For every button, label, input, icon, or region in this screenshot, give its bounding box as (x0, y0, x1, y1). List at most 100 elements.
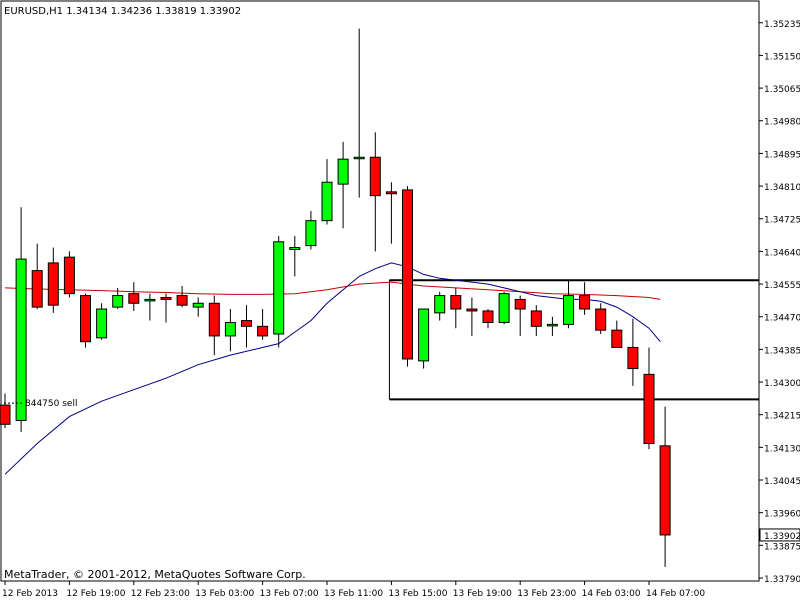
candle (402, 186, 413, 367)
candle-body (337, 158, 349, 185)
annotations: 844750 sell (4, 399, 77, 409)
candle (659, 406, 671, 567)
level-lines (388, 279, 759, 401)
candle-body (176, 295, 188, 306)
candles (0, 28, 671, 567)
candle (289, 236, 301, 277)
candle (208, 295, 220, 356)
candle-body (305, 220, 317, 247)
candle (80, 293, 91, 348)
candle (112, 287, 124, 310)
x-tick-label: 14 Feb 03:00 (582, 589, 641, 599)
y-tick-label: 1.35235 (764, 20, 800, 30)
y-tick-label: 1.34810 (764, 183, 800, 193)
candle (305, 211, 317, 250)
y-tick-label: 1.34895 (764, 150, 800, 160)
candle (466, 297, 478, 336)
candle (385, 182, 397, 244)
candle-body (659, 445, 671, 536)
candle (611, 320, 623, 348)
candle-body (160, 297, 172, 300)
candle (31, 243, 43, 310)
x-tick-label: 14 Feb 07:00 (646, 589, 705, 599)
y-tick-label: 1.33790 (764, 575, 800, 585)
candle (643, 347, 655, 450)
candle-body (224, 321, 236, 337)
candle-body (563, 295, 574, 325)
candle-body (63, 256, 75, 295)
candle-body (369, 156, 381, 197)
x-tick-label: 12 Feb 2013 (2, 589, 58, 599)
x-tick-label: 13 Feb 23:00 (517, 589, 576, 599)
x-tick-label: 13 Feb 11:00 (324, 589, 383, 599)
candle (241, 305, 252, 348)
candle (192, 297, 204, 317)
candle-body (208, 302, 220, 337)
y-tick-label: 1.34640 (764, 248, 800, 258)
candle-body (418, 308, 430, 362)
candle-body (579, 295, 591, 310)
candle (450, 287, 462, 329)
y-tick-label: 1.33960 (764, 510, 800, 520)
candle-body (257, 325, 269, 337)
candle-body (321, 181, 333, 222)
x-tick-label: 12 Feb 19:00 (66, 589, 125, 599)
candle (15, 207, 27, 432)
candle-body (450, 295, 462, 310)
candle-body (643, 373, 655, 445)
candle-body (112, 295, 124, 308)
candle-body (385, 191, 397, 195)
candle-body (289, 247, 301, 250)
y-tick-label: 1.34385 (764, 346, 800, 356)
x-axis: 12 Feb 2013 12 Feb 19:00 12 Feb 23:00 13 Fe… (2, 581, 705, 599)
candle (128, 282, 140, 311)
candle-body (47, 262, 59, 306)
y-tick-label: 1.33875 (764, 542, 800, 552)
candle-body (80, 295, 91, 343)
candle (595, 303, 607, 335)
plot-frame (0, 0, 760, 582)
candle-body (31, 270, 43, 308)
moving-averages (4, 262, 661, 475)
y-tick-label: 1.34555 (764, 281, 800, 291)
x-tick-label: 13 Feb 07:00 (260, 589, 319, 599)
candle (160, 293, 172, 323)
candle-body (498, 293, 510, 323)
moving-average-red (4, 281, 661, 300)
candle (0, 393, 11, 429)
candle (627, 318, 639, 386)
candle (257, 309, 269, 340)
candle (418, 308, 430, 369)
y-tick-label: 1.34300 (764, 379, 800, 389)
candle (273, 236, 285, 348)
y-axis: 1.35235 1.35150 1.35065 1.34980 1.34895 1.348… (759, 20, 800, 585)
candle (47, 247, 59, 313)
x-tick-label: 13 Feb 03:00 (195, 589, 254, 599)
x-tick-label: 13 Feb 15:00 (388, 589, 447, 599)
candle-body (402, 189, 413, 360)
candle (63, 251, 75, 298)
candle (563, 280, 574, 329)
candle (144, 293, 156, 321)
candle-body (273, 241, 285, 335)
y-tick-label: 1.34980 (764, 118, 800, 128)
x-tick-label: 13 Feb 19:00 (453, 589, 512, 599)
candle (96, 303, 108, 340)
candle-body (482, 310, 494, 323)
candle (579, 282, 591, 315)
y-tick-label: 1.34130 (764, 444, 800, 454)
candle-body (192, 302, 204, 308)
candle-body (627, 346, 639, 370)
candle-body (595, 308, 607, 331)
candle (514, 295, 526, 336)
candle-body (128, 293, 140, 304)
y-tick-label: 1.34045 (764, 477, 800, 487)
candle (369, 132, 381, 252)
candle-body (530, 310, 542, 327)
candle-body (0, 404, 11, 425)
candle-body (434, 295, 446, 314)
current-price-label: 1.33902 (764, 532, 800, 542)
candle (530, 305, 542, 336)
